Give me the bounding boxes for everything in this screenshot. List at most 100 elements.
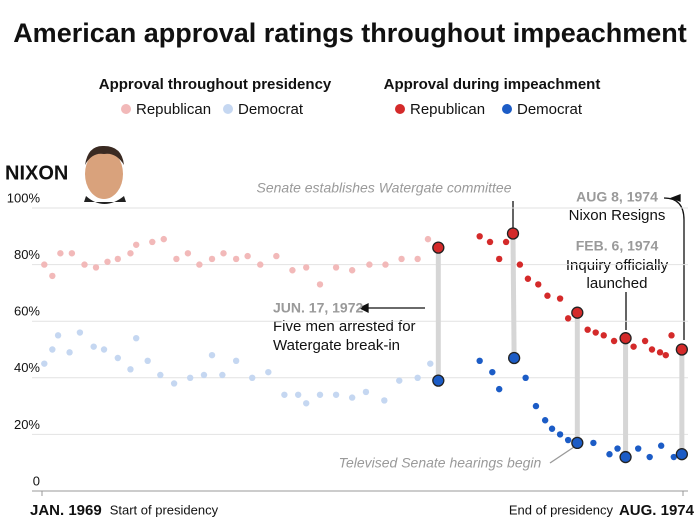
point <box>541 417 549 424</box>
point <box>316 281 324 288</box>
point <box>524 275 532 282</box>
point <box>160 235 167 243</box>
point <box>332 391 340 398</box>
point <box>670 453 678 461</box>
point <box>249 374 256 381</box>
point <box>548 425 556 432</box>
point <box>303 400 310 407</box>
y-tick-label: 20% <box>14 417 40 432</box>
point <box>186 374 194 381</box>
highlight-point <box>432 374 445 387</box>
legend-swatch <box>395 104 405 114</box>
point <box>232 357 240 365</box>
point <box>516 261 524 268</box>
point <box>584 326 591 333</box>
legend-swatch <box>223 104 233 114</box>
point <box>634 445 642 452</box>
highlight-point <box>619 332 632 345</box>
subject-label: NIXON <box>5 162 68 184</box>
highlight-point <box>675 343 689 356</box>
point <box>496 255 503 263</box>
point <box>54 332 62 339</box>
y-tick-label: 0 <box>33 473 40 488</box>
point <box>366 261 373 268</box>
point <box>127 250 134 257</box>
y-tick-label: 40% <box>14 360 40 375</box>
point <box>81 261 88 268</box>
point <box>265 368 272 376</box>
legend-label: Democrat <box>517 101 583 118</box>
point <box>132 241 140 248</box>
point <box>382 261 389 268</box>
point <box>41 360 48 367</box>
point <box>90 343 97 350</box>
point <box>381 397 388 404</box>
point <box>532 402 540 410</box>
point <box>544 292 551 299</box>
point <box>564 315 572 322</box>
point <box>76 329 84 336</box>
legend-label: Republican <box>410 101 485 118</box>
point <box>657 442 665 449</box>
point <box>144 357 151 365</box>
highlight-point <box>675 448 689 461</box>
point <box>49 346 56 353</box>
point <box>535 281 542 288</box>
point <box>476 233 483 240</box>
point <box>630 343 637 350</box>
annotation: launched <box>587 275 648 292</box>
point <box>424 235 432 243</box>
point <box>656 349 664 356</box>
point <box>348 394 356 401</box>
point <box>348 267 356 274</box>
annotation-date: FEB. 6, 1974 <box>576 238 659 254</box>
annotation: Inquiry officially <box>566 257 669 274</box>
legend-heading: Approval throughout presidency <box>99 76 332 93</box>
point <box>606 451 613 458</box>
point <box>556 431 564 438</box>
annotation: Five men arrested for <box>273 318 416 335</box>
point <box>41 261 48 268</box>
point <box>132 334 140 342</box>
point <box>641 337 649 345</box>
point <box>414 255 421 263</box>
highlight-point <box>506 227 520 240</box>
point <box>590 439 597 447</box>
point <box>522 374 529 381</box>
annotation: Televised Senate hearings begin <box>339 455 542 471</box>
point <box>564 436 572 444</box>
point <box>219 371 226 379</box>
x-tick-note: End of presidency <box>509 502 614 517</box>
point <box>220 250 227 257</box>
point <box>104 258 111 265</box>
point <box>646 453 653 461</box>
legend-swatch <box>502 104 512 114</box>
connector-bar <box>510 233 517 359</box>
point <box>184 250 192 257</box>
point <box>316 391 324 398</box>
x-tick-label: AUG. 1974 <box>619 502 695 519</box>
point <box>232 255 240 263</box>
point <box>289 267 296 274</box>
point <box>173 255 180 263</box>
point <box>100 346 108 353</box>
point <box>600 332 607 339</box>
point <box>303 264 310 271</box>
highlight-point <box>432 241 445 254</box>
point <box>486 238 494 246</box>
point <box>398 255 405 263</box>
point <box>114 354 122 362</box>
point <box>489 368 496 376</box>
plot-area: 0 20% 40% 60% 80% 100% JAN. 1969 Start of presi… <box>7 190 695 519</box>
point <box>57 250 64 257</box>
x-tick-label: JAN. 1969 <box>30 502 102 519</box>
point <box>668 332 675 339</box>
y-tick-label: 80% <box>14 247 40 262</box>
annotation: Senate establishes Watergate committee <box>257 180 512 196</box>
point <box>414 374 421 381</box>
point <box>208 351 216 359</box>
legend-heading: Approval during impeachment <box>384 76 601 93</box>
point <box>149 238 156 246</box>
point <box>127 366 134 373</box>
